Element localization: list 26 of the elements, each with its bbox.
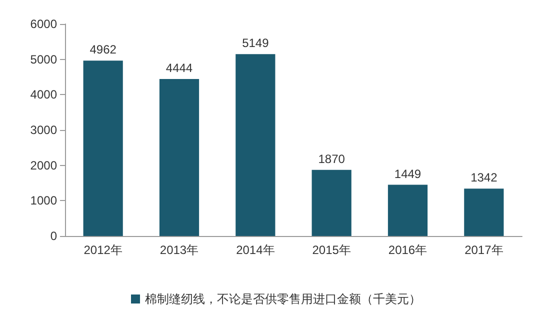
data-label: 1449: [394, 166, 422, 181]
x-tick-label: 2013年: [160, 243, 199, 257]
data-label: 5149: [242, 36, 270, 50]
x-tick-label: 2017年: [464, 243, 504, 257]
bar: [83, 60, 123, 236]
y-tick-label: 5000: [30, 52, 58, 66]
data-label: 4962: [90, 42, 117, 57]
x-tick-label: 2012年: [84, 243, 122, 257]
bar: [236, 54, 276, 236]
y-tick-label: 0: [50, 229, 58, 243]
x-tick-label: 2015年: [312, 243, 351, 257]
bar: [464, 188, 504, 236]
x-tick-label: 2016年: [388, 243, 428, 257]
y-tick-label: 4000: [30, 88, 58, 102]
y-tick-label: 1000: [30, 194, 58, 208]
y-tick-label: 3000: [30, 123, 58, 137]
bar: [312, 170, 352, 236]
data-label: 4444: [166, 60, 193, 75]
x-tick-label: 2014年: [236, 243, 275, 257]
y-tick-label: 6000: [30, 17, 58, 31]
legend-label: 棉制缝纫线，不论是否供零售用进口金额（千美元）: [145, 292, 421, 306]
bar: [388, 184, 428, 236]
bar: [159, 78, 200, 236]
data-label: 1870: [318, 152, 346, 166]
y-tick-label: 2000: [30, 158, 58, 172]
data-label: 1342: [470, 170, 498, 185]
